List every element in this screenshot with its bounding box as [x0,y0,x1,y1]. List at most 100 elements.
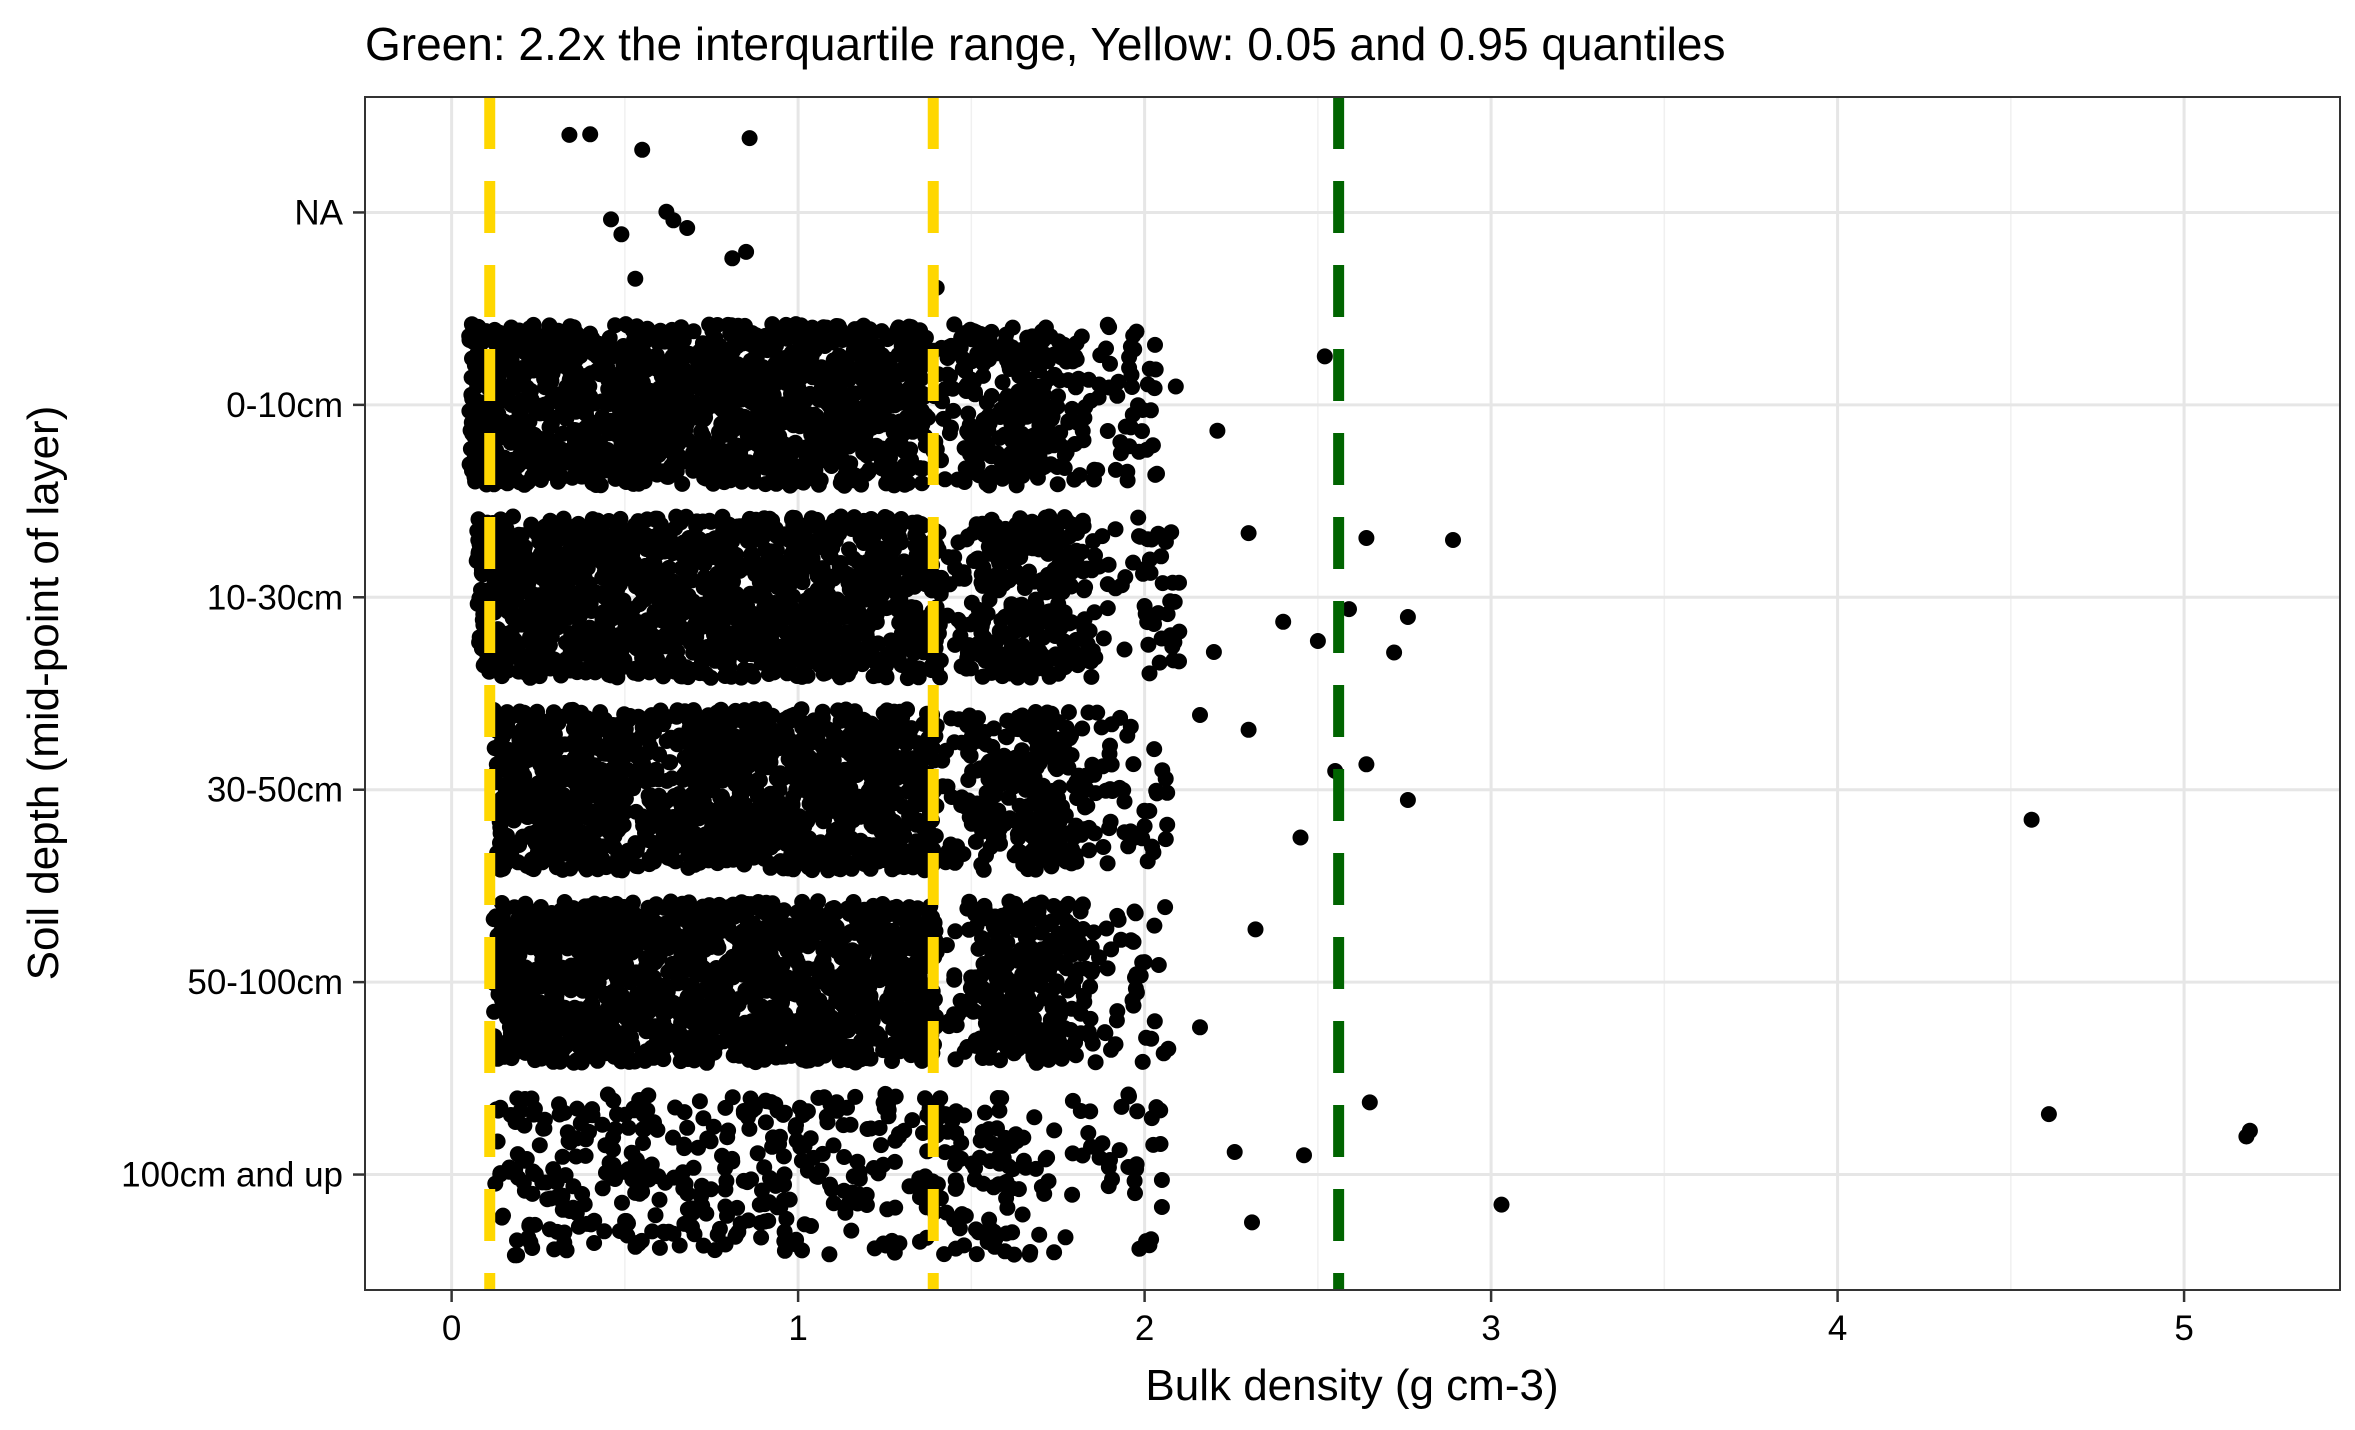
data-point [646,633,663,650]
data-point [903,388,920,405]
data-point [780,526,797,543]
data-point [726,819,743,836]
data-point [811,429,828,446]
data-point [596,564,613,581]
data-point [540,330,557,347]
data-point [1099,600,1116,617]
data-point [1135,565,1151,582]
data-point [1014,619,1031,636]
data-point [513,650,530,667]
data-point [1012,549,1029,566]
outlier-point [1386,644,1403,661]
data-point [689,404,706,421]
outlier-point [1275,613,1292,630]
data-point [841,387,858,404]
data-point [606,828,623,845]
data-point [555,845,572,862]
data-point [859,590,876,607]
data-point [974,668,991,685]
data-point [845,550,862,567]
data-point [682,771,699,788]
data-point [913,787,930,804]
data-point [541,317,558,334]
data-point [567,351,584,368]
data-point [562,860,579,877]
data-point [840,575,857,591]
data-point [611,808,628,825]
data-point [679,220,696,236]
data-point [661,442,678,459]
data-point [716,372,733,389]
data-point [767,723,784,739]
data-point [742,534,759,551]
data-point [675,629,692,646]
data-point [646,608,663,624]
data-point [784,371,801,388]
chart-title: Green: 2.2x the interquartile range, Yel… [365,18,1726,70]
data-point [818,361,835,378]
data-point [838,411,855,427]
data-point [981,415,998,432]
data-point [900,475,917,492]
data-point [1034,530,1051,547]
data-point [1083,668,1100,685]
data-point [505,420,522,437]
data-point [863,444,879,461]
data-point [797,391,814,408]
data-point [693,656,710,673]
data-point [649,707,666,724]
data-point [844,641,861,658]
data-point [870,787,887,803]
data-point [780,450,797,467]
data-point [861,461,878,478]
data-point [958,660,975,677]
data-point [892,436,909,453]
data-point [1165,652,1182,669]
data-point [516,395,533,412]
data-point [873,323,890,340]
data-point [880,383,897,399]
data-point [464,462,480,479]
data-point [831,558,848,575]
outlier-point [1171,623,1188,640]
data-point [1049,476,1066,493]
data-point [1071,467,1088,484]
data-point [549,532,566,549]
data-point [638,362,655,378]
data-point [962,426,979,443]
data-point [1035,629,1052,646]
data-point [498,652,515,669]
data-point [722,443,739,460]
data-point [647,511,664,528]
outlier-point [1205,644,1222,660]
data-point [1013,522,1030,539]
data-point [1039,438,1056,455]
data-point [602,365,619,382]
data-point [913,475,930,492]
data-point [617,790,634,807]
data-point [807,619,824,636]
data-point [842,455,859,472]
data-point [710,801,727,818]
data-point [1141,360,1158,377]
data-point [861,321,878,338]
data-point [668,508,685,525]
data-point [699,826,716,843]
data-point [712,624,729,641]
data-point [1159,606,1176,623]
data-point [926,661,943,678]
data-point [620,468,636,485]
outlier-point [1147,336,1163,353]
data-point [739,427,756,444]
data-point [977,434,994,451]
data-point [717,714,734,731]
data-point [499,575,516,592]
data-point [753,364,770,380]
data-point [768,475,785,492]
data-point [838,624,855,641]
data-point [715,465,732,482]
data-point [1068,542,1085,559]
data-point [629,534,646,551]
data-point [1147,466,1164,483]
data-point [668,365,685,382]
